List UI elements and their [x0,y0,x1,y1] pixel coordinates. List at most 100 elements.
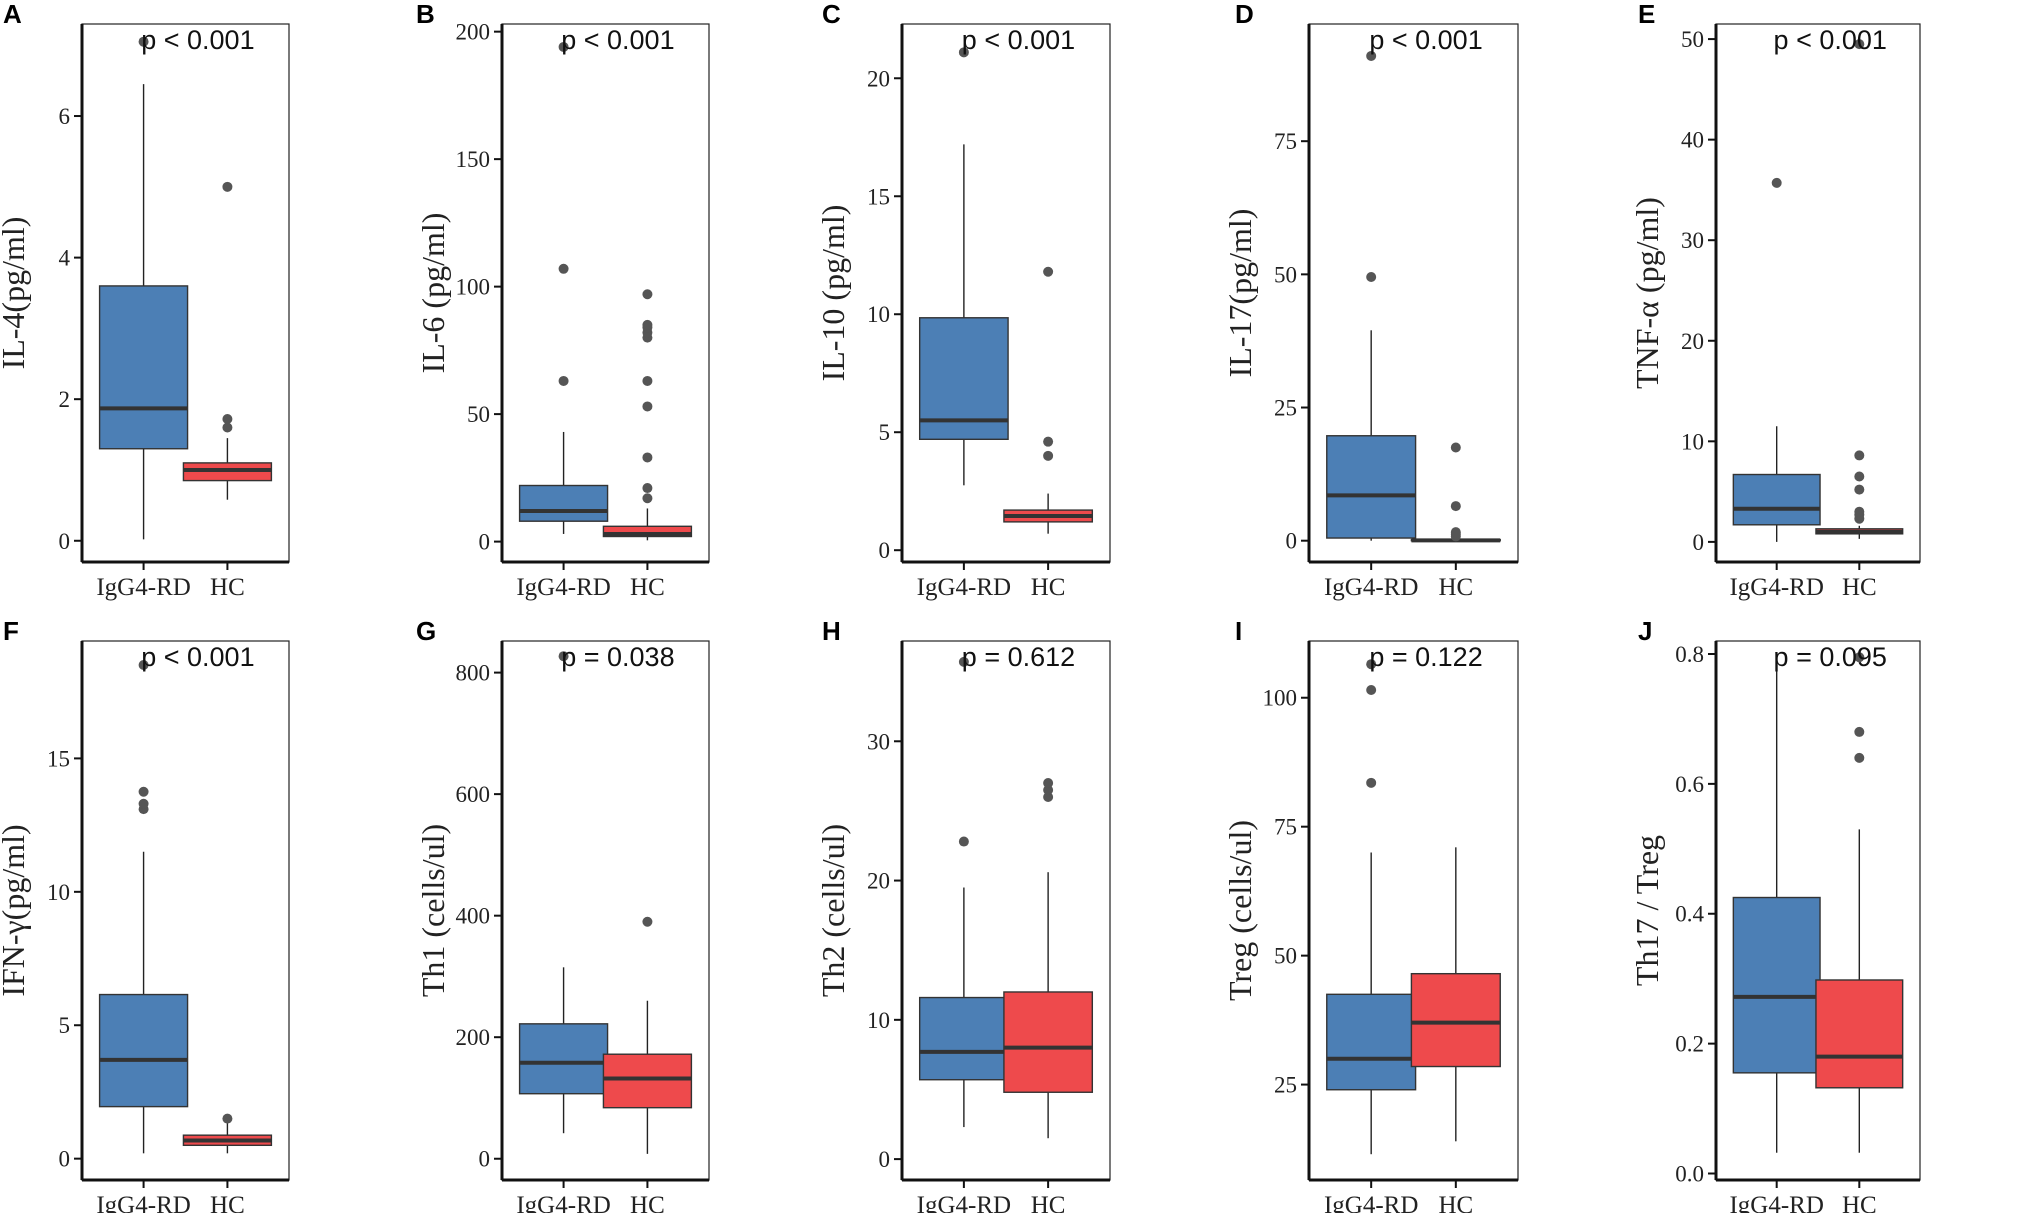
box-igg4-rd [918,996,1009,1081]
x-category-label: IgG4-RD [516,574,610,601]
y-tick-label: 25 [1274,1073,1297,1098]
y-tick-label: 0 [879,1147,891,1172]
y-axis-title: Th1 (cells/ul) [415,824,451,997]
x-category-label: IgG4-RD [96,574,190,601]
outlier-point [558,263,569,274]
outlier-point [1450,527,1461,538]
x-category-label: HC [1031,1192,1066,1213]
panel-letter: F [3,616,19,646]
panel-e: 0 10 20 30 40 50 IgG4-RD HC p < 0.001 TNF-α (pg/m… [1629,0,1921,601]
p-value-label: p < 0.001 [1774,25,1887,55]
y-tick-label: 40 [1681,128,1704,153]
y-tick-label: 0 [59,1147,71,1172]
y-axis-title: IL-4(pg/ml) [0,217,31,370]
panel-f: 0 5 10 15 IgG4-RD HC p < 0.001 IFN-γ(pg/ml) F [0,616,290,1213]
p-value-label: p < 0.001 [1369,25,1482,55]
outlier-point [1366,50,1377,61]
panel-letter: H [822,616,841,646]
outlier-point [222,414,233,425]
outlier-point [1366,272,1377,283]
y-axis-title: IL-10 (pg/ml) [815,205,851,382]
x-category-label: HC [1842,1192,1877,1213]
p-value-label: p = 0.122 [1369,642,1482,672]
outlier-point [1854,652,1865,663]
outlier-point [642,493,653,504]
outlier-point [1043,436,1054,447]
outlier-point [222,181,233,192]
y-tick-label: 50 [1274,944,1297,969]
outlier-point [1043,791,1054,802]
outlier-point [1043,778,1054,789]
y-tick-label: 5 [59,1013,71,1038]
y-tick-label: 0.8 [1675,642,1704,667]
y-tick-label: 75 [1274,129,1297,154]
x-category-label: IgG4-RD [1324,1192,1418,1213]
y-tick-label: 15 [47,746,70,771]
outlier-point [642,375,653,386]
x-category-label: HC [1842,574,1877,601]
box-igg4-rd [518,1023,609,1095]
y-tick-label: 75 [1274,815,1297,840]
y-tick-label: 0 [1693,530,1705,555]
outlier-point [1854,484,1865,495]
panel-letter: J [1638,616,1652,646]
panel-letter: E [1638,0,1655,29]
y-tick-label: 0 [479,530,491,555]
outlier-point [558,651,569,662]
box-hc [602,525,693,538]
x-category-label: IgG4-RD [917,574,1011,601]
x-category-label: IgG4-RD [516,1192,610,1213]
y-tick-label: 10 [1681,429,1704,454]
y-tick-label: 150 [456,147,491,172]
x-category-label: HC [210,1192,245,1213]
outlier-point [1854,450,1865,461]
panel-a: 0 2 4 6 IgG4-RD HC p < 0.001 IL-4(pg/ml) A [0,0,290,601]
x-category-label: IgG4-RD [1729,1192,1823,1213]
outlier-point [1771,177,1782,188]
panel-letter: G [416,616,436,646]
x-category-label: HC [630,574,665,601]
y-tick-label: 6 [59,104,71,129]
outlier-point [642,452,653,463]
outlier-point [1450,501,1461,512]
x-category-label: IgG4-RD [917,1192,1011,1213]
y-tick-label: 0.4 [1675,902,1704,927]
y-tick-label: 30 [867,729,890,754]
x-category-label: HC [1438,1192,1473,1213]
y-tick-label: 50 [1274,262,1297,287]
outlier-point [1043,785,1054,796]
y-tick-label: 25 [1274,396,1297,421]
p-value-label: p = 0.038 [561,642,674,672]
y-tick-label: 0.0 [1675,1162,1704,1187]
outlier-point [138,660,149,671]
y-tick-label: 0 [879,538,891,563]
plot-frame [901,23,1111,563]
x-category-label: HC [210,574,245,601]
plot-frame [501,23,710,563]
p-value-label: p = 0.612 [962,642,1075,672]
y-axis-title: TNF-α (pg/ml) [1629,197,1665,389]
y-tick-label: 100 [456,275,491,300]
outlier-point [558,375,569,386]
box-igg4-rd [98,285,189,450]
outlier-point [138,786,149,797]
panel-g: 0 200 400 600 800 IgG4-RD HC p = 0.038 Th1 (cell… [415,616,710,1213]
box-igg4-rd [1326,993,1417,1091]
p-value-label: p < 0.001 [141,642,254,672]
y-tick-label: 50 [1681,27,1704,52]
x-category-label: IgG4-RD [1324,574,1418,601]
x-category-label: IgG4-RD [96,1192,190,1213]
y-tick-label: 2 [59,387,71,412]
box-hc [602,1053,693,1109]
box-igg4-rd [1732,896,1821,1074]
outlier-point [958,836,969,847]
y-tick-label: 800 [456,661,491,686]
y-axis-title: Th17 / Treg [1629,835,1665,986]
box-igg4-rd [1326,435,1417,539]
plot-frame [901,640,1111,1181]
box-hc [1815,979,1904,1089]
outlier-point [138,798,149,809]
box-igg4-rd [1732,473,1821,526]
y-tick-label: 100 [1263,686,1298,711]
